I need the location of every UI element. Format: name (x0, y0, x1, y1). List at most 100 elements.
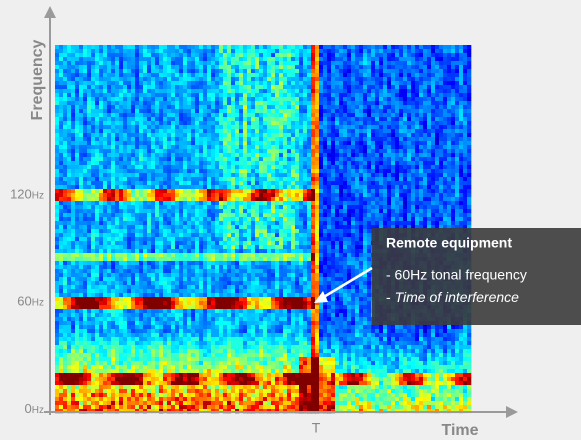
spectrogram-cell (139, 185, 143, 189)
spectrogram-cell (299, 57, 303, 61)
spectrogram-cell (251, 77, 255, 81)
spectrogram-cell (399, 177, 403, 181)
spectrogram-cell (87, 137, 91, 141)
spectrogram-cell (419, 101, 423, 105)
spectrogram-cell (411, 49, 415, 53)
spectrogram-cell (139, 89, 143, 93)
spectrogram-cell (331, 209, 335, 213)
spectrogram-cell (187, 45, 191, 49)
spectrogram-cell (275, 125, 279, 129)
spectrogram-cell (455, 177, 459, 181)
spectrogram-cell (175, 77, 179, 81)
spectrogram-cell (451, 209, 455, 213)
spectrogram-cell (215, 53, 219, 57)
spectrogram-cell (235, 121, 239, 125)
spectrogram-cell (103, 161, 107, 165)
spectrogram-cell (215, 201, 219, 205)
spectrogram-cell (335, 185, 339, 189)
spectrogram-cell (59, 77, 63, 81)
spectrogram-cell (443, 57, 447, 61)
spectrogram-cell (339, 121, 343, 125)
spectrogram-cell (347, 197, 351, 201)
spectrogram-cell (407, 173, 411, 177)
spectrogram-cell (367, 137, 371, 141)
spectrogram-cell (315, 121, 319, 125)
spectrogram-cell (199, 121, 203, 125)
spectrogram-cell (447, 197, 451, 201)
spectrogram-cell (151, 169, 155, 173)
spectrogram-cell (335, 49, 339, 53)
spectrogram-cell (115, 105, 119, 109)
spectrogram-cell (423, 209, 427, 213)
spectrogram-cell (191, 209, 195, 213)
spectrogram-cell (403, 45, 407, 49)
spectrogram-cell (251, 49, 255, 53)
spectrogram-cell (107, 49, 111, 53)
spectrogram-cell (447, 165, 451, 169)
spectrogram-cell (147, 105, 151, 109)
spectrogram-cell (403, 221, 407, 225)
spectrogram-cell (403, 149, 407, 153)
spectrogram-cell (87, 93, 91, 97)
spectrogram-cell (459, 85, 463, 89)
spectrogram-cell (115, 93, 119, 97)
spectrogram-cell (151, 177, 155, 181)
spectrogram-cell (195, 221, 199, 225)
spectrogram-cell (91, 149, 95, 153)
spectrogram-cell (355, 113, 359, 117)
spectrogram-cell (211, 129, 215, 133)
spectrogram-cell (183, 81, 187, 85)
spectrogram-cell (111, 69, 115, 73)
spectrogram-cell (87, 229, 91, 233)
spectrogram-cell (67, 93, 71, 97)
spectrogram-cell (283, 185, 287, 189)
spectrogram-cell (99, 181, 103, 185)
spectrogram-cell (171, 125, 175, 129)
spectrogram-cell (259, 225, 263, 229)
spectrogram-cell (251, 137, 255, 141)
spectrogram-cell (139, 229, 143, 233)
spectrogram-cell (123, 65, 127, 69)
spectrogram-cell (143, 205, 147, 209)
spectrogram-cell (239, 177, 243, 181)
spectrogram-cell (95, 77, 99, 81)
spectrogram-cell (195, 157, 199, 161)
spectrogram-cell (107, 145, 111, 149)
spectrogram-cell (415, 133, 419, 137)
spectrogram-cell (103, 169, 107, 173)
spectrogram-cell (463, 173, 467, 177)
spectrogram-cell (71, 185, 75, 189)
spectrogram-cell (247, 45, 251, 49)
spectrogram-cell (327, 201, 331, 205)
spectrogram-cell (299, 185, 303, 189)
spectrogram-cell (255, 205, 259, 209)
spectrogram-cell (163, 133, 167, 137)
spectrogram-cell (143, 65, 147, 69)
spectrogram-cell (59, 145, 63, 149)
spectrogram-cell (59, 165, 63, 169)
spectrogram-cell (391, 77, 395, 81)
spectrogram-cell (447, 161, 451, 165)
spectrogram-cell (331, 193, 335, 197)
spectrogram-cell (247, 49, 251, 53)
spectrogram-cell (291, 217, 295, 221)
spectrogram-cell (231, 209, 235, 213)
spectrogram-cell (115, 177, 119, 181)
spectrogram-cell (243, 193, 247, 197)
spectrogram-cell (67, 45, 71, 49)
spectrogram-cell (455, 205, 459, 209)
spectrogram-cell (323, 209, 327, 213)
spectrogram-cell (87, 77, 91, 81)
spectrogram-cell (327, 53, 331, 57)
spectrogram-cell (251, 129, 255, 133)
spectrogram-cell (455, 97, 459, 101)
spectrogram-cell (87, 81, 91, 85)
spectrogram-cell (187, 181, 191, 185)
spectrogram-cell (459, 93, 463, 97)
spectrogram-cell (99, 229, 103, 233)
spectrogram-cell (407, 145, 411, 149)
spectrogram-cell (435, 221, 439, 225)
spectrogram-cell (315, 229, 319, 233)
spectrogram-cell (63, 57, 67, 61)
spectrogram-cell (439, 161, 443, 165)
